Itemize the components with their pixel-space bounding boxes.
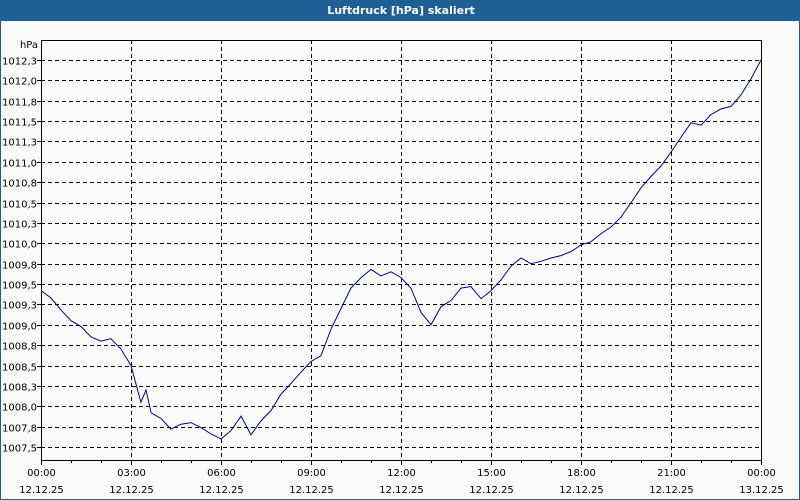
x-tick-date-label: 12.12.25 — [559, 485, 604, 496]
y-axis-unit-label: hPa — [20, 40, 38, 51]
x-tick-time-label: 21:00 — [657, 468, 686, 479]
y-tick-label: 1011,3 — [2, 138, 37, 149]
x-tick-time-label: 18:00 — [567, 468, 596, 479]
y-tick-label: 1010,0 — [2, 240, 37, 251]
x-tick-date-label: 12.12.25 — [289, 485, 334, 496]
y-tick-label: 1008,8 — [2, 342, 37, 353]
pressure-series-line — [40, 59, 762, 440]
y-tick-label: 1010,8 — [2, 179, 37, 190]
y-tick-label: 1011,8 — [2, 98, 37, 109]
y-tick-label: 1011,5 — [2, 118, 37, 129]
y-tick-label: 1007,8 — [2, 424, 37, 435]
y-tick-label: 1007,5 — [2, 444, 37, 455]
y-tick-label: 1012,3 — [2, 57, 37, 68]
y-tick-label: 1008,5 — [2, 363, 37, 374]
grid-lines — [41, 40, 761, 460]
x-tick-date-label: 12.12.25 — [379, 485, 424, 496]
y-tick-label: 1009,0 — [2, 322, 37, 333]
x-tick-date-label: 12.12.25 — [469, 485, 514, 496]
y-tick-label: 1012,0 — [2, 77, 37, 88]
x-tick-time-label: 00:00 — [27, 468, 56, 479]
y-tick-label: 1011,0 — [2, 159, 37, 170]
y-tick-label: 1010,5 — [2, 200, 37, 211]
x-tick-date-label: 12.12.25 — [649, 485, 694, 496]
x-tick-time-label: 00:00 — [747, 468, 776, 479]
y-tick-label: 1008,3 — [2, 383, 37, 394]
axes — [37, 40, 762, 465]
x-axis-labels: 00:00 12.12.25 03:00 12.12.25 06:00 12.12.25 0… — [19, 468, 784, 496]
x-tick-time-label: 12:00 — [387, 468, 416, 479]
x-tick-time-label: 15:00 — [477, 468, 506, 479]
x-tick-date-label: 12.12.25 — [199, 485, 244, 496]
x-tick-date-label: 12.12.25 — [109, 485, 154, 496]
y-axis-labels: 1012,3 1012,0 1011,8 1011,5 1011,3 1011,0 1010… — [2, 57, 37, 455]
x-tick-date-label: 12.12.25 — [19, 485, 64, 496]
y-tick-label: 1010,3 — [2, 220, 37, 231]
x-tick-time-label: 09:00 — [297, 468, 326, 479]
x-tick-time-label: 06:00 — [207, 468, 236, 479]
chart-title: Luftdruck [hPa] skaliert — [1, 0, 800, 21]
y-tick-label: 1009,8 — [2, 261, 37, 272]
x-tick-time-label: 03:00 — [117, 468, 146, 479]
x-tick-date-label: 13.12.25 — [739, 485, 784, 496]
y-tick-label: 1009,5 — [2, 281, 37, 292]
y-tick-label: 1009,3 — [2, 301, 37, 312]
y-tick-label: 1008,0 — [2, 403, 37, 414]
